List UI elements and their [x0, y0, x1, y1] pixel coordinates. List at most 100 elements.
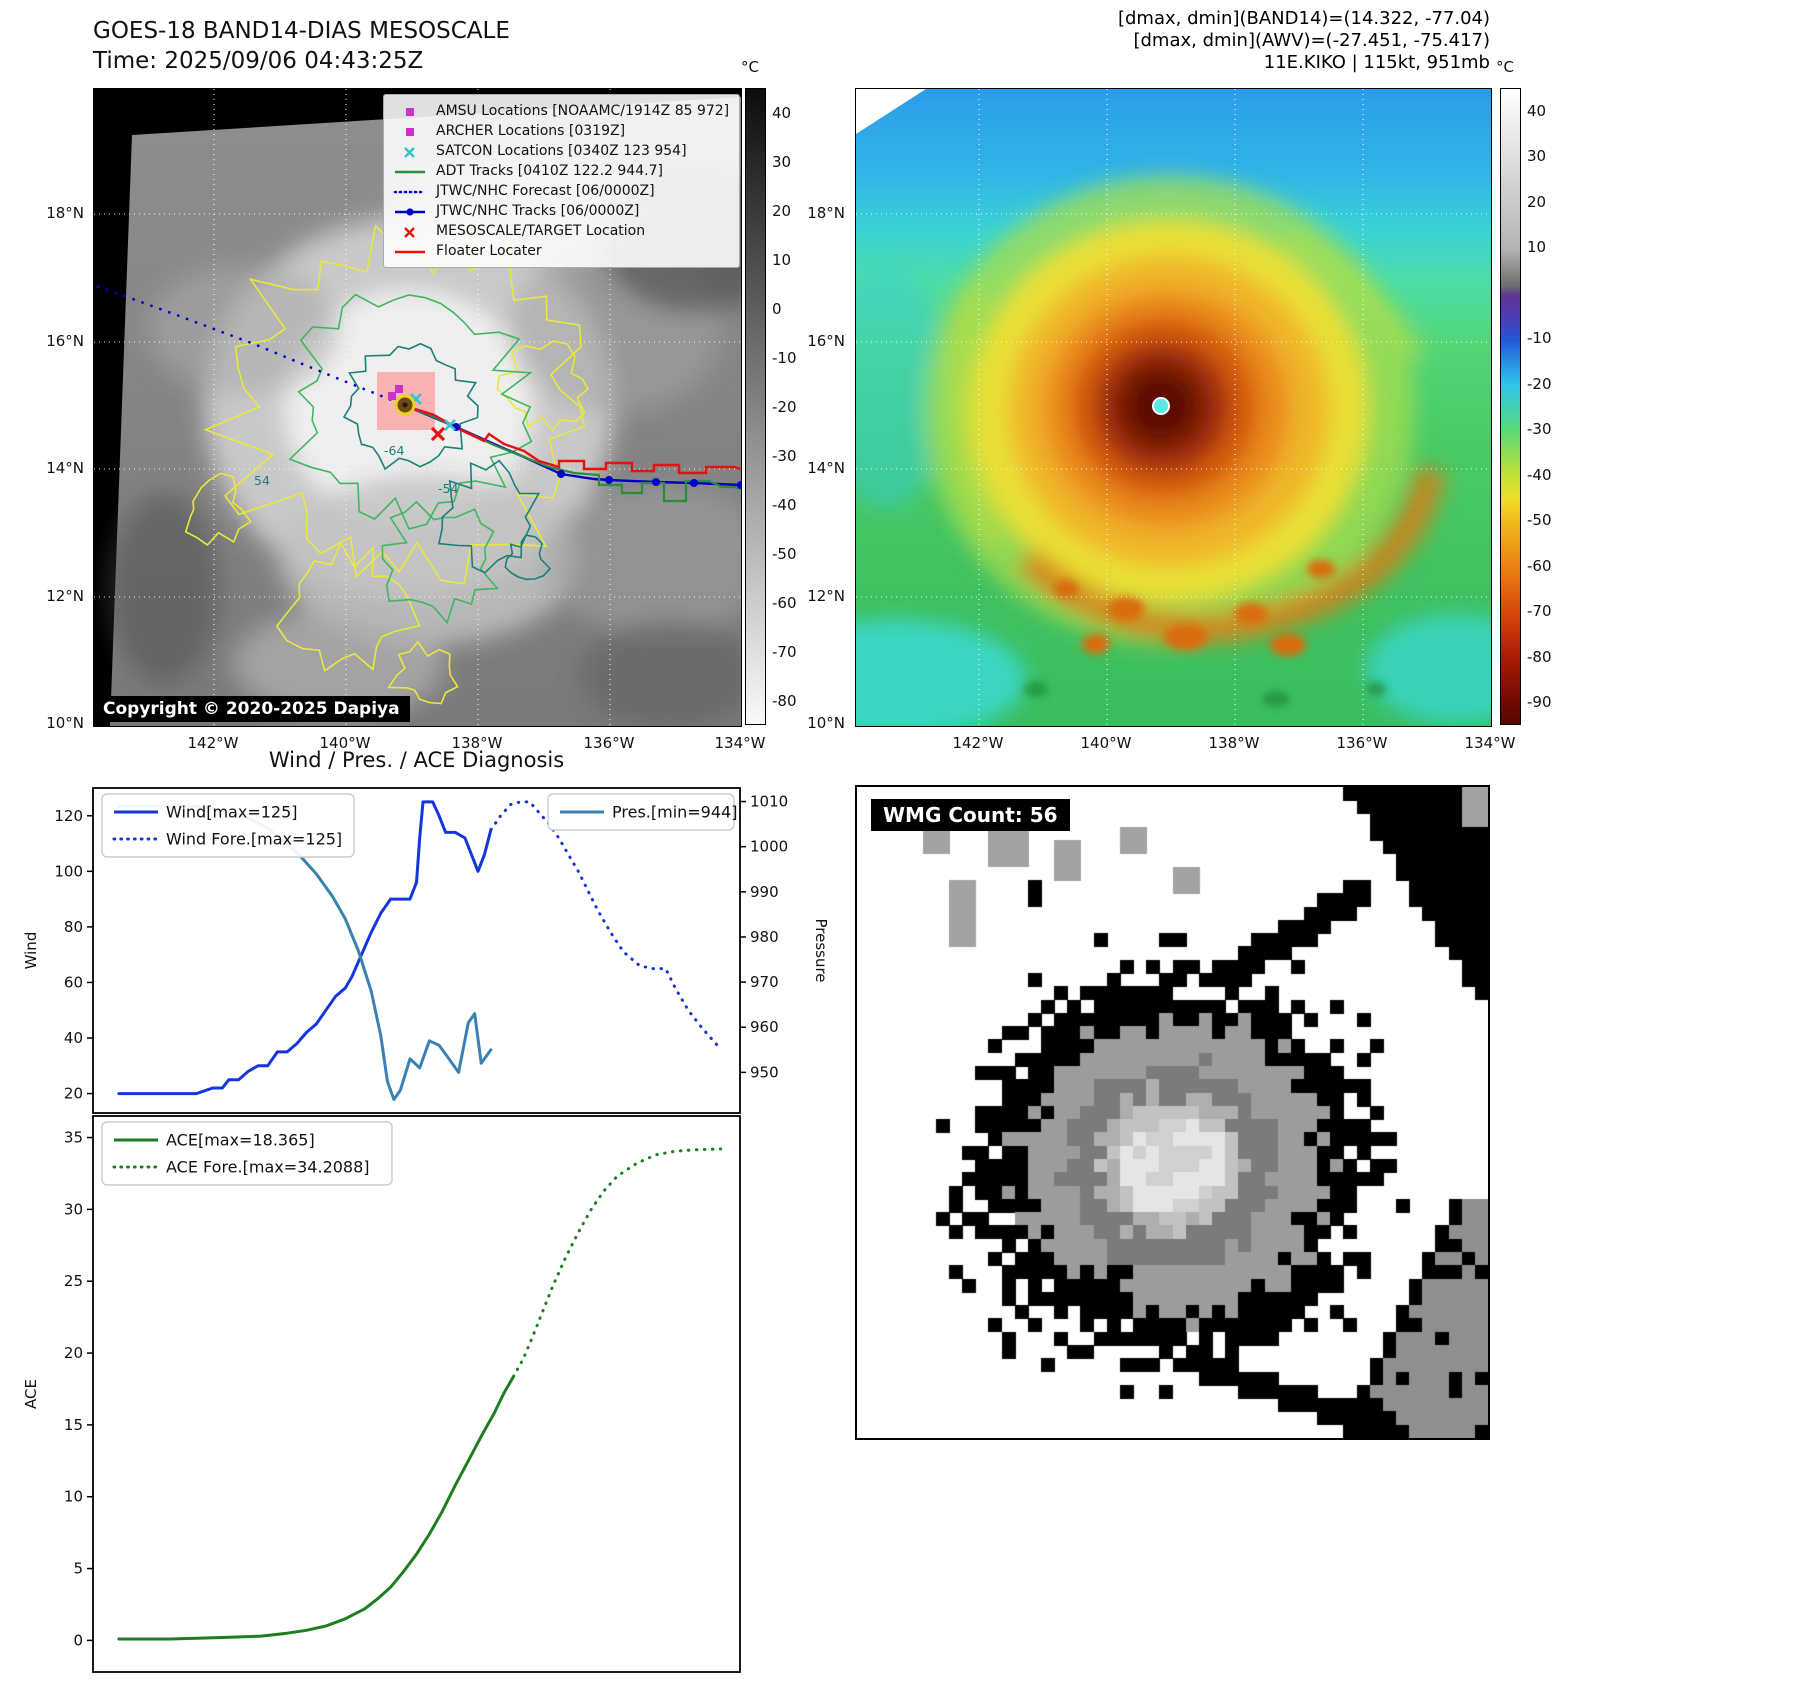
- mesoscale-target-marker: [430, 426, 446, 442]
- dmax-dmin-awv: [dmax, dmin](AWV)=(-27.451, -75.417): [1133, 30, 1490, 51]
- wmg-panel: WMG Count: 56: [855, 785, 1490, 1440]
- lon-tick: 140°W: [1080, 734, 1132, 752]
- y-tick-label: 10: [64, 1488, 83, 1506]
- dmax-dmin-band14: [dmax, dmin](BAND14)=(14.322, -77.04): [1117, 8, 1490, 29]
- chart-legend-label: ACE[max=18.365]: [166, 1131, 315, 1150]
- hurricane-eye: [1152, 397, 1170, 415]
- colorbar-tick: 30: [772, 152, 792, 171]
- band14-title-block: GOES-18 BAND14-DIAS MESOSCALE Time: 2025…: [93, 16, 510, 76]
- adt-track-line: [408, 405, 741, 503]
- awv-header-block: [dmax, dmin](BAND14)=(14.322, -77.04) [d…: [855, 8, 1490, 74]
- y2-tick-label: 980: [750, 928, 779, 946]
- graticule: [94, 89, 741, 726]
- lat-tick: 16°N: [46, 332, 84, 350]
- y-tick-label: 120: [54, 807, 83, 825]
- x-legend-marker: [392, 224, 428, 238]
- y-tick-label: 80: [64, 918, 83, 936]
- wmg-count-label: WMG Count: 56: [871, 799, 1070, 831]
- lat-tick: 18°N: [807, 204, 845, 222]
- colorbar-unit-awv: °C: [1496, 58, 1514, 76]
- colorbar-tick: 30: [1527, 147, 1547, 166]
- legend-label: MESOSCALE/TARGET Location: [436, 223, 646, 239]
- lat-tick: 16°N: [807, 332, 845, 350]
- wind-fore--series: [489, 800, 723, 1051]
- colorbar-tick: -30: [1527, 420, 1552, 439]
- legend-label: ARCHER Locations [0319Z]: [436, 123, 626, 139]
- wmg-pixel-map: [857, 787, 1488, 1438]
- ace-series: [117, 1375, 515, 1641]
- contour-label: -54: [438, 481, 458, 496]
- colorbar-tick: -50: [772, 544, 797, 563]
- floater-line: [408, 405, 741, 475]
- y-tick-label: 35: [64, 1129, 83, 1147]
- enhanced-ir-satellite-map: [855, 88, 1492, 727]
- colorbar-tick: 40: [1527, 101, 1547, 120]
- track-lines: [94, 283, 741, 503]
- colorbar-tick: 0: [772, 299, 782, 318]
- colorbar-tick: -20: [772, 397, 797, 416]
- line-legend-marker: [392, 164, 428, 178]
- copyright-badge: Copyright © 2020-2025 Dapiya: [93, 696, 410, 722]
- diagnosis-title: Wind / Pres. / ACE Diagnosis: [268, 748, 565, 772]
- ace-fore--series: [512, 1147, 723, 1378]
- contour-value-labels: -64 54 -54: [254, 443, 458, 496]
- contour-label: 54: [254, 473, 270, 488]
- colorbar-tick: -40: [772, 495, 797, 514]
- colorbar-tick: -80: [772, 691, 797, 710]
- convective-speckles: [1024, 560, 1386, 707]
- lat-tick: 12°N: [46, 587, 84, 605]
- y-tick-label: 60: [64, 973, 83, 991]
- legend-label: SATCON Locations [0340Z 123 954]: [436, 143, 687, 159]
- colorbar-tick: -70: [1527, 602, 1552, 621]
- y2-tick-label: 1000: [750, 838, 788, 856]
- y2-tick-label: 950: [750, 1063, 779, 1081]
- colorbar-tick: 10: [772, 250, 792, 269]
- square-legend-marker: [392, 124, 428, 138]
- legend-entry: Floater Locater: [392, 241, 731, 261]
- band14-time: Time: 2025/09/06 04:43:25Z: [93, 48, 424, 74]
- colorbar-tick: -50: [1527, 511, 1552, 530]
- y-tick-label: 20: [64, 1344, 83, 1362]
- y2-axis-label: Pressure: [812, 918, 830, 982]
- lon-tick: 136°W: [1336, 734, 1388, 752]
- colorbar-tick: 10: [1527, 238, 1547, 257]
- lat-tick: 12°N: [807, 587, 845, 605]
- y-tick-label: 5: [73, 1560, 83, 1578]
- band14-title: GOES-18 BAND14-DIAS MESOSCALE: [93, 18, 510, 44]
- contour-label: -64: [384, 443, 404, 458]
- lat-tick: 14°N: [807, 459, 845, 477]
- y-tick-label: 0: [73, 1631, 83, 1649]
- colorbar-tick: 40: [772, 103, 792, 122]
- y-axis-label: ACE: [22, 1379, 40, 1409]
- colorbar-tick: -10: [772, 348, 797, 367]
- chart-legend-label: Wind[max=125]: [166, 803, 298, 822]
- colorbar-tick: -30: [772, 446, 797, 465]
- x-legend-marker: [392, 144, 428, 158]
- rainbow-colorbar: [1500, 88, 1521, 725]
- colorbar-unit-band14: °C: [741, 58, 759, 76]
- y-tick-label: 30: [64, 1200, 83, 1218]
- sector-corner: [856, 89, 926, 134]
- legend-entry: ARCHER Locations [0319Z]: [392, 121, 731, 141]
- y-tick-label: 100: [54, 862, 83, 880]
- chart-legend-label: ACE Fore.[max=34.2088]: [166, 1158, 370, 1177]
- line-marker-legend-marker: [392, 204, 428, 218]
- y2-tick-label: 1010: [750, 793, 788, 811]
- lat-tick: 18°N: [46, 204, 84, 222]
- map-legend: AMSU Locations [NOAAMC/1914Z 85 972] ARCH…: [383, 94, 740, 268]
- legend-label: JTWC/NHC Tracks [06/0000Z]: [436, 203, 640, 219]
- colorbar-tick: -70: [772, 642, 797, 661]
- legend-entry: MESOSCALE/TARGET Location: [392, 221, 731, 241]
- legend-entry: ADT Tracks [0410Z 122.2 944.7]: [392, 161, 731, 181]
- lon-tick: 142°W: [952, 734, 1004, 752]
- wind-pres-ace-charts: 2040608010012095096097098099010001010Win…: [22, 787, 830, 1673]
- chart-legend-label: Wind Fore.[max=125]: [166, 830, 342, 849]
- y-tick-label: 25: [64, 1272, 83, 1290]
- lon-tick: 134°W: [1464, 734, 1516, 752]
- colorbar-tick: -80: [1527, 647, 1552, 666]
- dotted-legend-marker: [392, 184, 428, 198]
- wind-series: [117, 800, 493, 1096]
- legend-entry: SATCON Locations [0340Z 123 954]: [392, 141, 731, 161]
- colorbar-tick: -60: [1527, 556, 1552, 575]
